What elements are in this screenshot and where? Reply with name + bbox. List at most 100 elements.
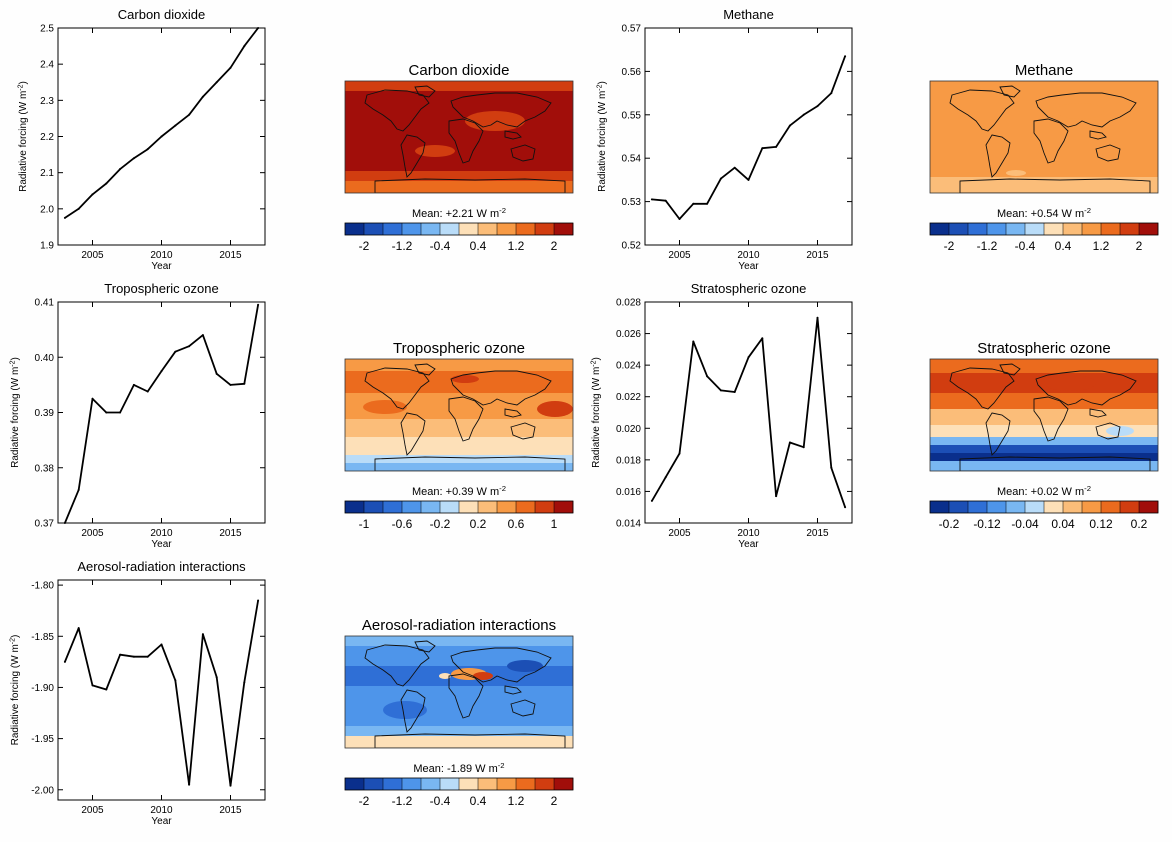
field-blob (465, 111, 525, 131)
coastline (1095, 144, 1121, 162)
coastline (374, 733, 566, 748)
map-mean-label: Mean: +0.54 W m-2 (997, 206, 1091, 220)
data-point (775, 495, 778, 498)
colorbar-swatch (1101, 223, 1121, 235)
colorbar-swatch (478, 223, 498, 235)
colorbar-tick-label: -2 (944, 239, 955, 253)
data-point (788, 441, 791, 444)
colorbar-tick-label: -0.2 (939, 517, 960, 531)
data-point (243, 45, 246, 48)
x-tick-label: 2010 (737, 250, 760, 261)
colorbar-tick-label: 0.12 (1089, 517, 1113, 531)
colorbar-swatch (930, 501, 950, 513)
colorbar-swatch (478, 501, 498, 513)
field-blob (537, 401, 573, 417)
x-tick-label: 2015 (806, 250, 829, 261)
x-axis-label: Year (151, 539, 172, 550)
map-mean-label-sup: -2 (499, 484, 506, 493)
y-tick-label: 2.1 (40, 168, 54, 179)
field-band (345, 81, 573, 91)
data-point (816, 105, 819, 108)
colorbar-swatch (554, 501, 574, 513)
data-point (160, 135, 163, 138)
y-tick-label: 0.39 (35, 408, 55, 419)
data-point (692, 202, 695, 205)
data-point (802, 113, 805, 116)
data-point (678, 452, 681, 455)
y-tick-label: -1.95 (31, 734, 54, 745)
field-band (345, 636, 573, 646)
colorbar-swatch (383, 223, 403, 235)
colorbar-swatch (1025, 223, 1045, 235)
map-title: Tropospheric ozone (393, 340, 525, 357)
y-axis-label: Radiative forcing (W m-2) (10, 357, 22, 468)
y-tick-label: 0.55 (622, 110, 642, 121)
x-tick-label: 2015 (806, 528, 829, 539)
chart-title: Tropospheric ozone (104, 281, 218, 296)
x-axis-label: Year (151, 816, 172, 827)
field-band (930, 177, 1158, 193)
y-tick-label: 2.2 (40, 132, 54, 143)
map-field (930, 359, 1158, 471)
data-point (77, 207, 80, 210)
map-field (345, 636, 573, 748)
y-tick-label: 2.4 (40, 60, 54, 71)
map-frame (344, 80, 574, 194)
data-point (719, 177, 722, 180)
data-point (188, 345, 191, 348)
coastline (1035, 370, 1137, 406)
data-point (77, 488, 80, 491)
chart-title: Carbon dioxide (118, 7, 205, 22)
field-blob (451, 375, 479, 383)
data-point (174, 679, 177, 682)
colorbar-swatch (987, 501, 1007, 513)
coastline (510, 699, 536, 717)
coastline (504, 685, 522, 695)
x-tick-label: 2010 (150, 250, 173, 261)
y-tick-label: 0.028 (616, 298, 641, 309)
colorbar-swatch (535, 778, 555, 790)
coastline (985, 412, 1011, 456)
coastline (985, 134, 1011, 178)
x-tick-label: 2010 (150, 805, 173, 816)
map-frame (344, 358, 574, 472)
colorbar-tick-label: -0.4 (430, 239, 451, 253)
data-point (119, 168, 122, 171)
colorbar-swatch (516, 223, 536, 235)
field-band (345, 171, 573, 181)
coastline (364, 367, 430, 410)
y-axis-label: Radiative forcing (W m-2) (591, 357, 603, 468)
map-title: Aerosol-radiation interactions (362, 617, 556, 634)
colorbar-swatch (535, 501, 555, 513)
colorbar-swatch (402, 778, 422, 790)
colorbar-tick-label: -0.04 (1011, 517, 1039, 531)
chart-title: Methane (723, 7, 774, 22)
map-title: Methane (1015, 62, 1073, 79)
data-point (257, 303, 260, 306)
x-axis-label: Year (738, 261, 759, 272)
coastline (999, 85, 1021, 98)
map-title: Carbon dioxide (409, 62, 510, 79)
colorbar-swatch (1006, 223, 1026, 235)
data-point (146, 655, 149, 658)
colorbar-tick-label: -2 (359, 794, 370, 808)
y-axis-label-main: Radiative forcing (W m (10, 367, 21, 468)
data-point (844, 506, 847, 509)
line-chart-0: Carbon dioxide 2005 2010 2015 Year 1.9 2.0 2.1 2… (18, 7, 266, 272)
data-point (132, 383, 135, 386)
colorbar-tick-label: 2 (1136, 239, 1143, 253)
colorbar-swatch (1082, 223, 1102, 235)
y-tick-label: 1.9 (40, 241, 54, 252)
y-axis-label-main: Radiative forcing (W m (591, 367, 602, 468)
plot-frame (644, 27, 853, 246)
field-band (345, 463, 573, 471)
colorbar-swatch (1063, 223, 1083, 235)
coastline (510, 144, 536, 162)
data-point (229, 383, 232, 386)
line-chart-4: Aerosol-radiation interactions 2005 2010 20… (10, 559, 266, 827)
y-tick-label: 0.52 (622, 241, 642, 252)
x-tick-label: 2005 (668, 250, 691, 261)
coastline (949, 367, 1015, 410)
coastline (999, 363, 1021, 376)
